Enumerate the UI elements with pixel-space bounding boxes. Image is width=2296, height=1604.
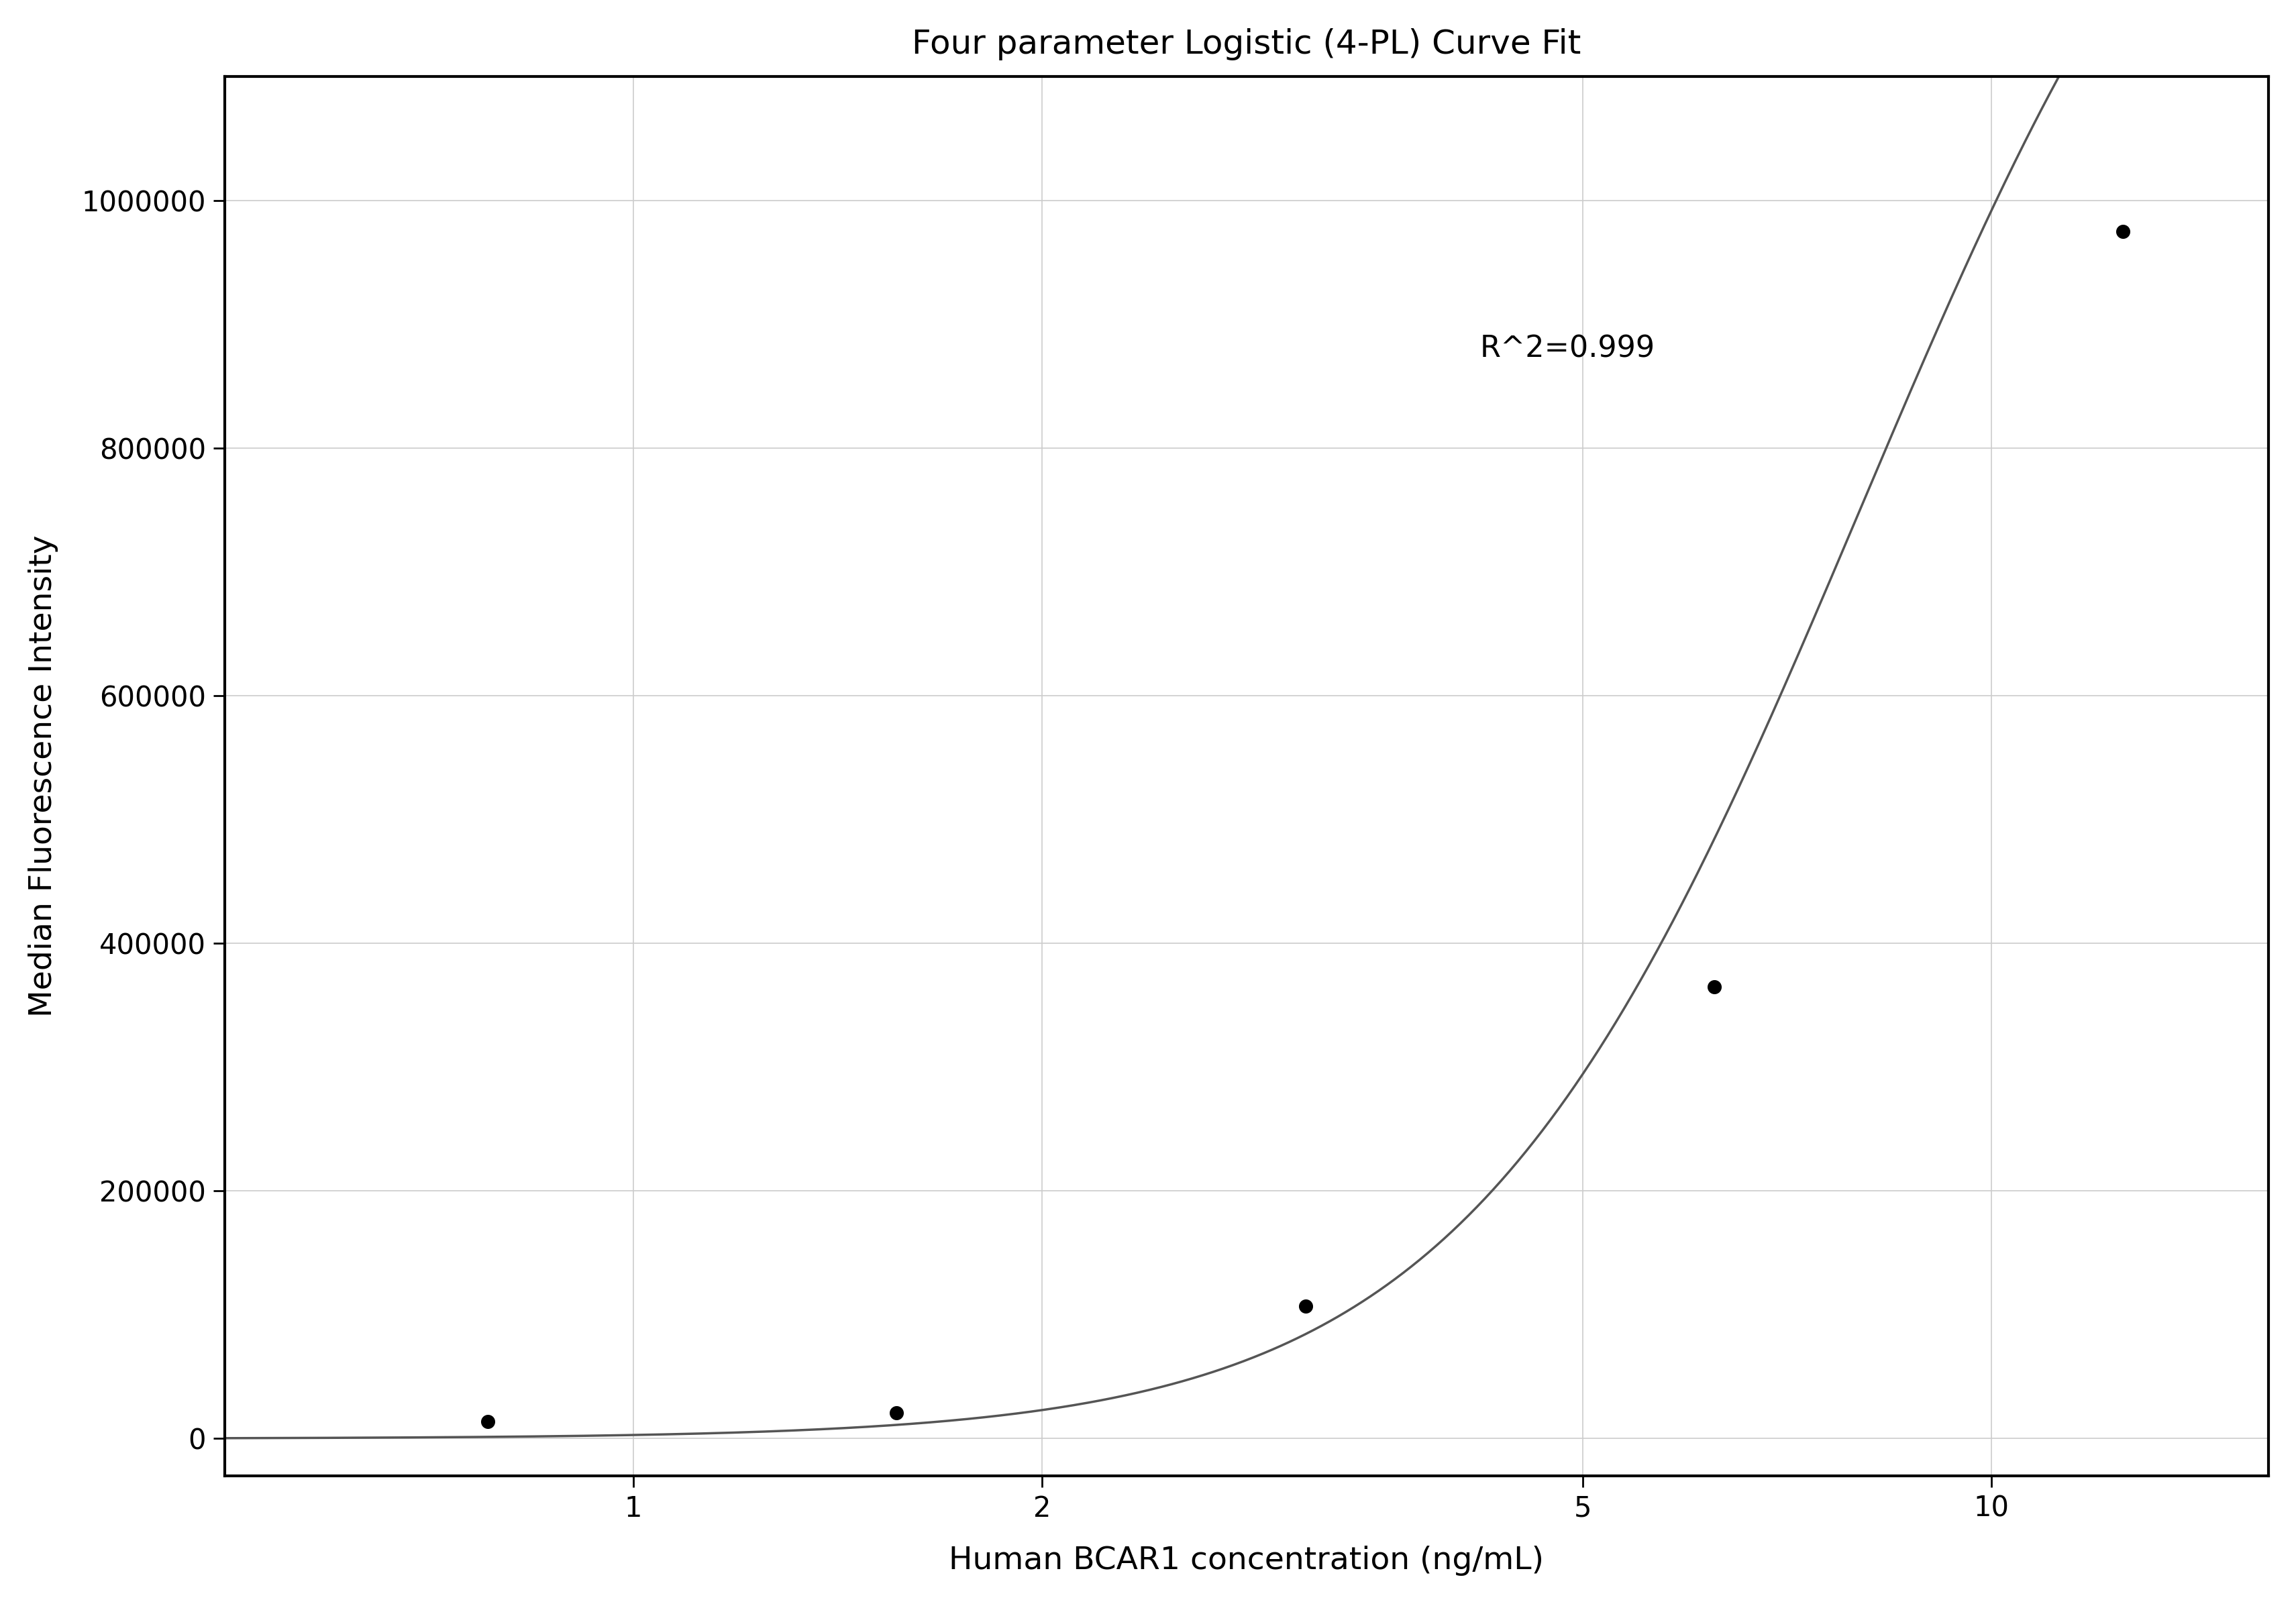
Y-axis label: Median Fluorescence Intensity: Median Fluorescence Intensity xyxy=(28,536,57,1017)
Point xyxy=(877,1400,914,1426)
Point xyxy=(468,1408,505,1434)
Point xyxy=(2103,218,2140,244)
Point xyxy=(1694,974,1731,999)
X-axis label: Human BCAR1 concentration (ng/mL): Human BCAR1 concentration (ng/mL) xyxy=(948,1546,1543,1577)
Title: Four parameter Logistic (4-PL) Curve Fit: Four parameter Logistic (4-PL) Curve Fit xyxy=(912,27,1580,61)
Point xyxy=(1286,1293,1322,1318)
Text: R^2=0.999: R^2=0.999 xyxy=(1479,335,1655,364)
